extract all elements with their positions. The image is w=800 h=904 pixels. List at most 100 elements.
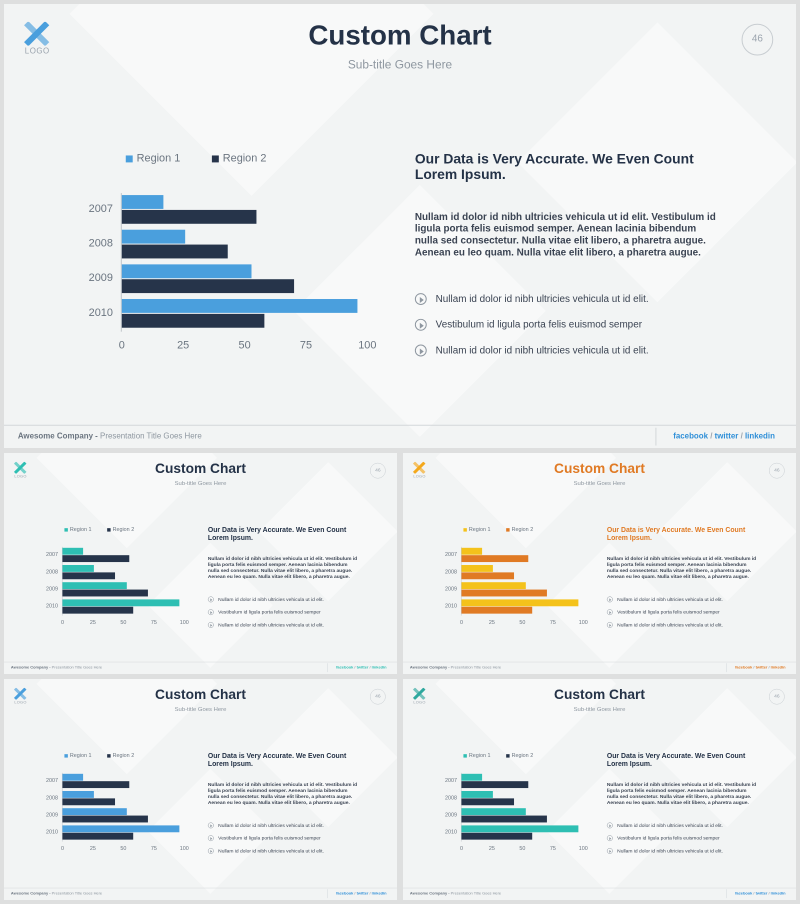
bullet-item: Vestibulum id ligula porta felis euismod… bbox=[414, 312, 732, 338]
bar-region-1-2007 bbox=[461, 773, 483, 781]
chart-y-axis-line bbox=[120, 193, 122, 332]
bullet-list: Nullam id dolor id nibh ultricies vehicu… bbox=[606, 593, 764, 631]
x-tick-label: 0 bbox=[459, 619, 463, 626]
footer-separator bbox=[655, 427, 657, 446]
bar-region-2-2007 bbox=[121, 209, 257, 224]
slide-thumb-2[interactable]: LOGO Custom Chart Sub-title Goes Here 46… bbox=[403, 453, 796, 674]
y-tick-label: 2010 bbox=[46, 603, 59, 610]
legend-swatch-region-1 bbox=[125, 154, 133, 162]
facebook-link[interactable]: facebook bbox=[336, 891, 354, 896]
x-tick-label: 75 bbox=[150, 845, 157, 852]
content-heading: Our Data is Very Accurate. We Even Count… bbox=[207, 525, 347, 542]
footer-title: Presentation Title Goes Here bbox=[100, 431, 202, 441]
bullet-item: Nullam id dolor id nibh ultricies vehicu… bbox=[414, 286, 732, 312]
x-tick-label: 25 bbox=[488, 619, 495, 626]
y-tick-label: 2008 bbox=[46, 568, 59, 575]
legend-item-region-2: Region 2 bbox=[107, 527, 134, 533]
legend-swatch-region-2 bbox=[107, 527, 111, 532]
twitter-link[interactable]: twitter bbox=[755, 665, 768, 670]
bar-region-1-2010 bbox=[62, 599, 180, 607]
slide-title: Custom Chart bbox=[308, 19, 492, 51]
page-number: 46 bbox=[768, 688, 785, 705]
y-tick-label: 2010 bbox=[445, 603, 458, 610]
x-tick-label: 100 bbox=[578, 845, 588, 852]
bar-region-1-2008 bbox=[62, 791, 95, 798]
legend-item-region-1: Region 1 bbox=[64, 527, 91, 533]
bar-region-1-2007 bbox=[461, 547, 483, 555]
content-body: Nullam id dolor id nibh ultricies vehicu… bbox=[207, 782, 358, 806]
x-tick-label: 75 bbox=[549, 619, 556, 626]
y-tick-label: 2008 bbox=[46, 794, 59, 801]
bullet-text: Nullam id dolor id nibh ultricies vehicu… bbox=[218, 596, 324, 603]
bullet-text: Nullam id dolor id nibh ultricies vehicu… bbox=[435, 345, 649, 356]
play-circle-icon bbox=[606, 822, 613, 829]
social-separator: / bbox=[368, 665, 372, 670]
bullet-item: Nullam id dolor id nibh ultricies vehicu… bbox=[606, 845, 764, 858]
twitter-link[interactable]: twitter bbox=[356, 891, 369, 896]
bar-region-2-2009 bbox=[62, 589, 148, 597]
slide-content: LOGO Custom Chart Sub-title Goes Here 46… bbox=[403, 679, 796, 900]
bar-region-2-2009 bbox=[461, 815, 547, 823]
page-number: 46 bbox=[369, 688, 386, 705]
y-tick-label: 2008 bbox=[88, 237, 113, 250]
bullet-item: Nullam id dolor id nibh ultricies vehicu… bbox=[207, 619, 365, 632]
y-tick-label: 2007 bbox=[46, 777, 59, 784]
bullet-item: Nullam id dolor id nibh ultricies vehicu… bbox=[606, 819, 764, 832]
footer-company: Awesome Company - bbox=[10, 891, 51, 896]
linkedin-link[interactable]: linkedin bbox=[371, 891, 387, 896]
bar-region-2-2007 bbox=[62, 781, 130, 789]
slide-thumb-3[interactable]: LOGO Custom Chart Sub-title Goes Here 46… bbox=[4, 679, 397, 900]
bullet-list: Nullam id dolor id nibh ultricies vehicu… bbox=[207, 593, 365, 632]
slide-title: Custom Chart bbox=[554, 460, 645, 477]
legend-swatch-region-2 bbox=[211, 154, 219, 162]
bar-region-1-2009 bbox=[461, 582, 527, 590]
slide-thumb-1[interactable]: LOGO Custom Chart Sub-title Goes Here 46… bbox=[4, 453, 397, 674]
y-tick-label: 2009 bbox=[46, 812, 59, 819]
x-tick-label: 50 bbox=[519, 845, 526, 852]
linkedin-link[interactable]: linkedin bbox=[371, 665, 387, 670]
bar-region-1-2009 bbox=[121, 264, 252, 279]
bar-region-2-2010 bbox=[461, 606, 533, 614]
slide-thumb-4[interactable]: LOGO Custom Chart Sub-title Goes Here 46… bbox=[403, 679, 796, 900]
linkedin-link[interactable]: linkedin bbox=[770, 665, 786, 670]
social-separator: / bbox=[708, 431, 715, 441]
bullet-text: Nullam id dolor id nibh ultricies vehicu… bbox=[617, 622, 723, 628]
bar-region-1-2007 bbox=[62, 547, 84, 555]
linkedin-link[interactable]: linkedin bbox=[744, 431, 775, 441]
logo-text: LOGO bbox=[14, 474, 27, 479]
social-separator: / bbox=[368, 891, 372, 896]
social-links: facebook / twitter / linkedin bbox=[735, 891, 785, 895]
y-tick-label: 2008 bbox=[445, 568, 458, 575]
x-tick-label: 25 bbox=[177, 339, 190, 352]
footer-text: Awesome Company - Presentation Title Goe… bbox=[410, 665, 501, 669]
slide-title: Custom Chart bbox=[155, 686, 246, 703]
x-tick-label: 25 bbox=[488, 845, 495, 852]
legend-label-region-1: Region 1 bbox=[468, 526, 491, 533]
facebook-link[interactable]: facebook bbox=[735, 891, 753, 896]
slide-subtitle: Sub-title Goes Here bbox=[347, 57, 453, 72]
slide-subtitle: Sub-title Goes Here bbox=[174, 705, 227, 713]
social-separator: / bbox=[353, 665, 357, 670]
facebook-link[interactable]: facebook bbox=[673, 431, 709, 441]
linkedin-link[interactable]: linkedin bbox=[770, 891, 786, 896]
y-tick-label: 2009 bbox=[46, 586, 59, 593]
footer-text: Awesome Company - Presentation Title Goe… bbox=[18, 432, 202, 441]
twitter-link[interactable]: twitter bbox=[714, 431, 739, 441]
facebook-link[interactable]: facebook bbox=[336, 665, 354, 670]
logo-icon bbox=[13, 687, 27, 700]
twitter-link[interactable]: twitter bbox=[755, 891, 768, 896]
logo-icon bbox=[13, 461, 27, 474]
bar-region-2-2007 bbox=[461, 555, 529, 563]
legend-swatch-region-2 bbox=[107, 753, 111, 758]
y-tick-label: 2007 bbox=[88, 202, 113, 215]
x-tick-label: 25 bbox=[89, 619, 96, 626]
twitter-link[interactable]: twitter bbox=[356, 665, 369, 670]
slide-main[interactable]: LOGO Custom Chart Sub-title Goes Here 46… bbox=[4, 4, 796, 448]
slide-content: LOGO Custom Chart Sub-title Goes Here 46… bbox=[4, 679, 397, 900]
x-tick-label: 50 bbox=[120, 845, 127, 852]
social-separator: / bbox=[738, 431, 745, 441]
bullet-item: Vestibulum id ligula porta felis euismod… bbox=[207, 832, 365, 845]
footer-text: Awesome Company - Presentation Title Goe… bbox=[11, 891, 102, 895]
play-circle-icon bbox=[606, 621, 613, 628]
facebook-link[interactable]: facebook bbox=[735, 665, 753, 670]
